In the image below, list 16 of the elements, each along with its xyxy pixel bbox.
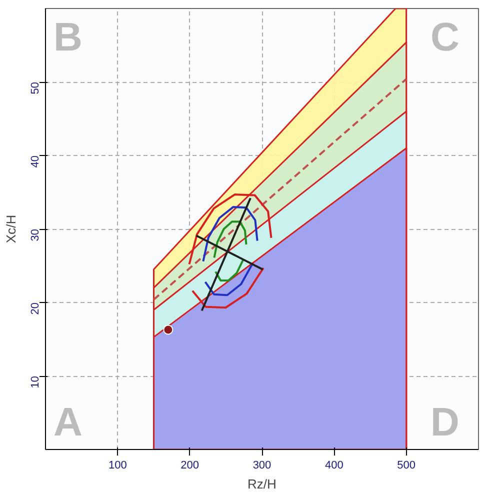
annotation: C [430, 16, 460, 60]
y-axis-title: Xc/H [4, 214, 18, 244]
x-tick-label: 200 [180, 460, 200, 472]
annotation: D [430, 400, 460, 444]
x-tick-label: 300 [252, 460, 272, 472]
y-tick-label: 50 [30, 82, 42, 94]
y-tick-label: 20 [30, 302, 42, 315]
annotation: A [54, 400, 82, 444]
x-tick-label: 500 [397, 460, 416, 472]
y-tick-label: 10 [30, 376, 42, 388]
annotation: B [54, 16, 82, 60]
x-axis-title: Rz/H [248, 476, 276, 492]
x-tick-label: 100 [108, 460, 127, 472]
y-tick-label: 40 [30, 155, 42, 168]
x-tick-label: 400 [324, 460, 344, 472]
y-tick-label: 30 [30, 228, 42, 242]
